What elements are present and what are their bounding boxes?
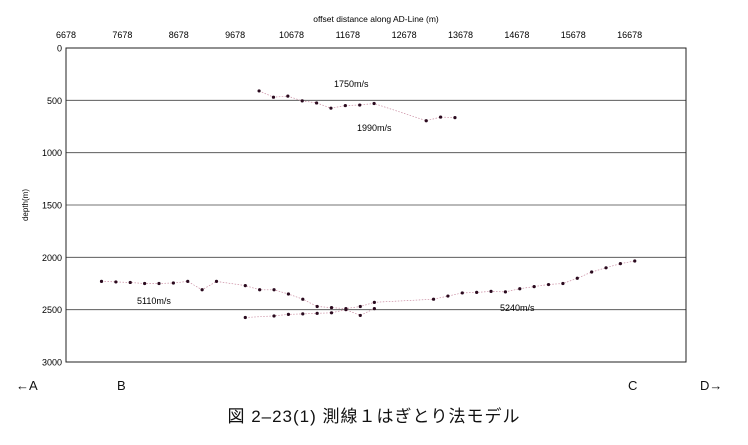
series-1-point-7 <box>200 288 204 292</box>
series-2-point-8 <box>372 307 376 311</box>
x-tick-label-2: 8678 <box>169 30 189 40</box>
series-1-point-3 <box>143 281 147 286</box>
series-1-point-21 <box>460 291 464 295</box>
velocity-label-1: 1990m/s <box>357 123 392 133</box>
series-1-line <box>101 260 635 309</box>
series-0-point-2 <box>286 94 290 98</box>
series-1-point-32 <box>618 262 622 266</box>
velocity-label-0: 1750m/s <box>334 79 369 89</box>
series-1-point-19 <box>431 297 436 301</box>
y-tick-label-4: 2000 <box>42 253 62 263</box>
series-1-point-2 <box>128 280 132 285</box>
x-tick-label-10: 16678 <box>617 30 642 40</box>
series-1-point-0 <box>99 279 104 284</box>
series-1-point-5 <box>171 281 175 285</box>
series-1-point-30 <box>590 270 594 274</box>
series-1-point-20 <box>446 294 450 298</box>
series-2-point-5 <box>329 311 334 315</box>
x-tick-label-1: 7678 <box>112 30 132 40</box>
y-tick-label-6: 3000 <box>42 358 62 368</box>
series-1-point-17 <box>358 304 362 309</box>
series-0-point-0 <box>257 89 261 93</box>
x-tick-label-0: 6678 <box>56 30 76 40</box>
series-1-point-15 <box>329 305 334 310</box>
series-0-point-7 <box>358 103 362 107</box>
marker-d: D→ <box>700 378 723 393</box>
series-1-point-14 <box>315 304 319 309</box>
series-1-point-26 <box>532 285 536 289</box>
chart: 0 500 1000 1500 2000 2500 3000 6678 7678 8678 9678… <box>21 14 687 368</box>
series-1-point-22 <box>475 290 479 294</box>
y-axis-title: depth(m) <box>21 189 30 221</box>
series-1-point-28 <box>561 281 565 286</box>
x-tick-label-7: 13678 <box>448 30 473 40</box>
plot-frame <box>65 47 687 363</box>
series-1-point-29 <box>575 276 579 280</box>
series-2-point-6 <box>344 308 348 312</box>
series-1-point-31 <box>604 266 608 270</box>
series-1-point-18 <box>372 300 376 304</box>
series-2-point-3 <box>301 312 305 316</box>
series-2-point-2 <box>286 312 291 316</box>
series-1-point-25 <box>518 287 522 291</box>
series-2-point-4 <box>315 311 319 315</box>
y-tick-label-3: 1500 <box>42 201 62 211</box>
x-tick-label-3: 9678 <box>225 30 245 40</box>
series-1-point-24 <box>503 290 508 294</box>
series-1-point-4 <box>157 281 161 286</box>
series-1-point-12 <box>286 292 291 296</box>
series-0-point-3 <box>300 99 304 103</box>
x-axis-title: offset distance along AD-Line (m) <box>313 14 439 24</box>
series-0-point-4 <box>314 101 319 105</box>
series-0-point-10 <box>438 115 443 119</box>
marker-c: C <box>628 378 638 393</box>
series-0-point-11 <box>453 116 457 120</box>
series-2-point-0 <box>243 315 247 320</box>
series-1-point-9 <box>243 283 247 288</box>
series-1-point-6 <box>186 279 190 284</box>
y-tick-label-1: 500 <box>47 96 62 106</box>
series-1-point-11 <box>272 288 276 292</box>
series-2-point-7 <box>358 313 362 318</box>
y-tick-label-5: 2500 <box>42 305 62 315</box>
y-tick-label-0: 0 <box>57 44 62 54</box>
series-1-point-33 <box>633 259 637 263</box>
series-0-point-8 <box>372 101 376 106</box>
velocity-label-3: 5240m/s <box>500 303 535 313</box>
series-2-point-1 <box>272 314 276 318</box>
x-tick-label-5: 11678 <box>336 30 360 40</box>
series-1-point-1 <box>114 280 118 284</box>
series-1-point-13 <box>301 297 305 301</box>
x-tick-label-6: 12678 <box>392 30 417 40</box>
marker-b: B <box>117 378 126 393</box>
x-tick-label-8: 14678 <box>504 30 529 40</box>
series-1-point-27 <box>546 282 551 287</box>
series-0-point-9 <box>424 119 428 123</box>
x-tick-label-9: 15678 <box>561 30 586 40</box>
series-1-point-8 <box>214 279 219 284</box>
figure-caption: 図 2–23(1) 測線１はぎとり法モデル <box>227 407 521 426</box>
series-0-line <box>258 90 456 122</box>
series-0-point-1 <box>271 95 276 99</box>
y-tick-label-2: 1000 <box>42 148 62 158</box>
x-tick-label-4: 10678 <box>279 30 304 40</box>
series-1-point-23 <box>489 289 493 293</box>
series-0-point-5 <box>329 106 333 110</box>
series-0-point-6 <box>343 103 347 108</box>
velocity-label-2: 5110m/s <box>137 296 171 306</box>
series-1-point-10 <box>258 288 262 292</box>
marker-a: ←A <box>16 378 38 393</box>
